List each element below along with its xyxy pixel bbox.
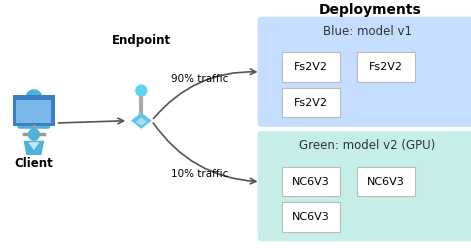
Text: NC6V3: NC6V3 [292, 212, 330, 222]
Text: Green: model v2 (GPU): Green: model v2 (GPU) [299, 139, 436, 152]
FancyBboxPatch shape [357, 53, 415, 82]
FancyBboxPatch shape [282, 202, 340, 232]
Text: Fs2V2: Fs2V2 [369, 62, 403, 72]
FancyBboxPatch shape [258, 17, 471, 127]
Text: NC6V3: NC6V3 [367, 177, 405, 187]
Text: Fs2V2: Fs2V2 [294, 97, 328, 108]
FancyBboxPatch shape [282, 88, 340, 117]
Polygon shape [24, 141, 44, 155]
Text: 90% traffic: 90% traffic [171, 74, 229, 84]
Polygon shape [131, 113, 152, 129]
Text: Blue: model v1: Blue: model v1 [323, 25, 412, 37]
Text: NC6V3: NC6V3 [292, 177, 330, 187]
Text: Client: Client [15, 156, 53, 170]
Text: Endpoint: Endpoint [112, 34, 171, 47]
FancyBboxPatch shape [282, 53, 340, 82]
FancyBboxPatch shape [13, 95, 55, 126]
FancyBboxPatch shape [258, 131, 471, 241]
Polygon shape [28, 142, 40, 150]
Circle shape [25, 89, 42, 106]
Text: Fs2V2: Fs2V2 [294, 62, 328, 72]
FancyBboxPatch shape [16, 100, 51, 123]
FancyBboxPatch shape [17, 99, 50, 129]
Circle shape [28, 128, 40, 141]
Circle shape [135, 84, 147, 97]
FancyBboxPatch shape [357, 167, 415, 196]
FancyBboxPatch shape [282, 167, 340, 196]
Polygon shape [26, 109, 42, 118]
Text: 10% traffic: 10% traffic [171, 169, 229, 179]
Polygon shape [136, 117, 147, 125]
Text: Deployments: Deployments [318, 2, 421, 17]
